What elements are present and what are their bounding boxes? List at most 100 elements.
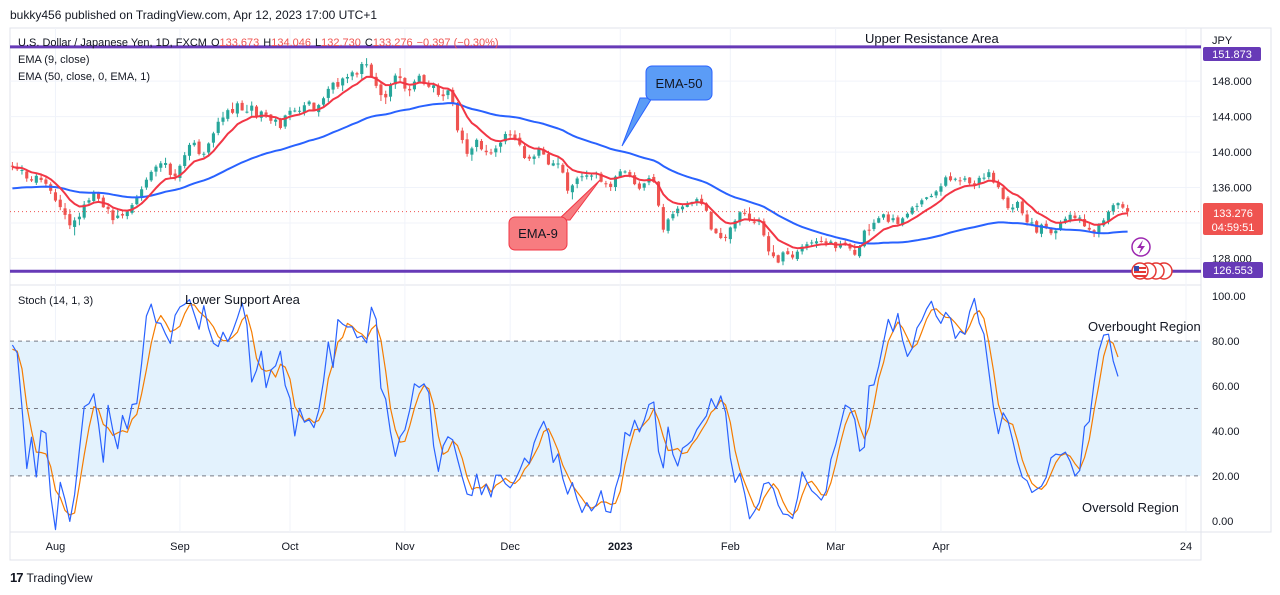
price-axis[interactable]: [1200, 27, 1272, 533]
candle-body: [379, 84, 383, 96]
tradingview-logo-icon: 17: [10, 570, 24, 585]
candle-body: [1068, 214, 1072, 220]
candle-body: [733, 220, 737, 229]
candle-body: [63, 208, 67, 215]
candle-body: [355, 73, 359, 75]
candle-body: [125, 211, 129, 217]
indicator-lines: [11, 75, 1128, 531]
candle-body: [365, 64, 369, 66]
candle-body: [618, 171, 622, 177]
candle-body: [858, 246, 862, 257]
lower-level-badge: 126.553: [1203, 262, 1263, 278]
candle-body: [671, 214, 675, 219]
candle-body: [1121, 204, 1125, 208]
candle-body: [752, 221, 756, 223]
legend-change: −0.397 (−0.30%): [417, 37, 499, 49]
candle-body: [479, 140, 484, 150]
ema50-callout[interactable]: EMA-50: [621, 65, 713, 147]
price-tick-label: 136.000: [1212, 183, 1252, 195]
candle-body: [369, 64, 373, 77]
candle-body: [1030, 222, 1034, 224]
candle-body: [111, 210, 115, 221]
candle-body: [561, 164, 565, 173]
candle-body: [527, 156, 531, 159]
ema9-callout-text: EMA-9: [518, 226, 558, 241]
candle-body: [140, 189, 144, 198]
candle-body: [408, 88, 412, 91]
candle-body: [886, 214, 890, 222]
legend-symbol-line: U.S. Dollar / Japanese Yen, 1D, FXCM O133…: [18, 37, 499, 49]
candle-body: [628, 172, 632, 175]
us-flag-event-icons[interactable]: [1131, 262, 1173, 280]
candle-body: [1015, 201, 1020, 208]
candle-body: [326, 88, 330, 98]
candle-body: [805, 244, 809, 247]
candle-body: [192, 142, 196, 146]
time-tick-label: Oct: [281, 541, 298, 553]
currency-label: JPY: [1212, 35, 1233, 47]
candle-body: [800, 246, 804, 252]
candle-body: [901, 218, 905, 225]
oversold-label: Oversold Region: [1082, 500, 1179, 515]
candle-body: [470, 148, 474, 155]
candle-body: [312, 102, 316, 112]
candle-body: [767, 236, 771, 252]
candle-body: [412, 81, 416, 90]
price-tick-label: 140.000: [1212, 147, 1252, 159]
candle-body: [905, 213, 909, 218]
candle-body: [269, 114, 273, 121]
ema9-line: [12, 75, 1128, 250]
upper-level-value: 151.873: [1212, 49, 1252, 61]
time-axis[interactable]: [9, 531, 1202, 561]
candle-body: [656, 181, 661, 206]
candle-body: [25, 171, 29, 179]
candle-body: [168, 163, 172, 175]
candle-body: [695, 199, 699, 203]
candle-body: [762, 221, 766, 236]
candle-body: [848, 244, 852, 249]
candle-body: [388, 84, 393, 97]
candle-body: [254, 106, 259, 118]
candle-body: [446, 90, 450, 96]
candle-body: [877, 218, 881, 223]
upper-resistance-label: Upper Resistance Area: [865, 31, 999, 46]
candle-body: [1111, 205, 1115, 212]
candle-body: [96, 193, 101, 199]
candle-body: [508, 134, 512, 136]
candle-body: [154, 166, 158, 172]
candle-body: [250, 105, 254, 111]
tradingview-footer[interactable]: 17 TradingView: [10, 570, 93, 585]
price-tick-label: 144.000: [1212, 112, 1252, 124]
candle-body: [302, 105, 306, 112]
candle-body: [34, 175, 38, 183]
current-price-value: 133.276: [1213, 208, 1253, 220]
ema9-callout[interactable]: EMA-9: [508, 179, 601, 251]
candle-body: [891, 218, 895, 221]
candle-body: [226, 110, 230, 119]
candle-body: [556, 163, 560, 165]
candle-body: [724, 236, 728, 238]
candle-body: [862, 230, 866, 247]
candle-body: [73, 220, 77, 227]
candle-body: [494, 148, 498, 153]
candle-body: [613, 176, 618, 187]
legend-ema50[interactable]: EMA (50, close, 0, EMA, 1): [18, 71, 150, 83]
candle-body: [867, 229, 871, 231]
candle-body: [920, 200, 924, 205]
candle-body: [484, 150, 488, 153]
candle-body: [1126, 208, 1130, 212]
legend-ema9[interactable]: EMA (9, close): [18, 54, 90, 66]
candle-body: [58, 199, 62, 208]
candle-body: [585, 175, 589, 177]
ema50-line: [12, 102, 1128, 245]
candle-body: [532, 156, 536, 159]
candle-body: [53, 192, 58, 201]
price-pane[interactable]: [9, 27, 1202, 286]
candle-body: [513, 134, 517, 139]
candle-body: [633, 175, 637, 185]
candle-body: [240, 102, 244, 111]
lightning-icon[interactable]: [1131, 237, 1151, 257]
legend-stoch[interactable]: Stoch (14, 1, 3): [18, 295, 93, 307]
candle-body: [10, 165, 14, 167]
